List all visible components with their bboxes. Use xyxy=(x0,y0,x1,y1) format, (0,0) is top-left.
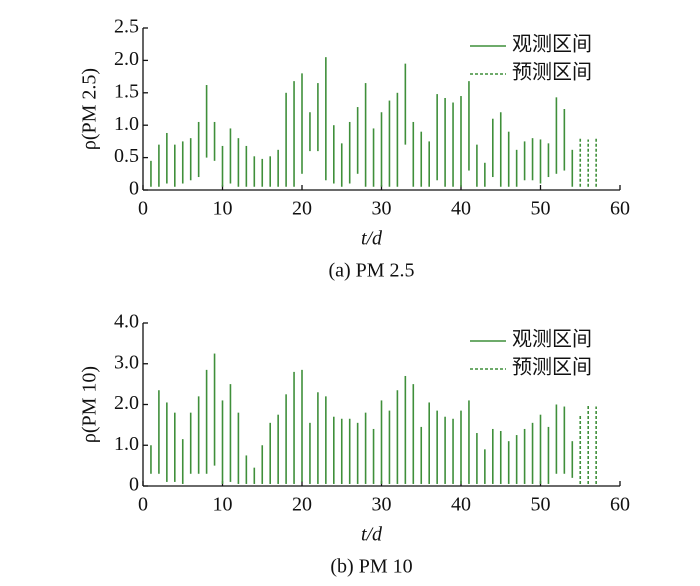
x-tick-label: 50 xyxy=(531,494,551,516)
x-axis-label: t/d xyxy=(361,228,383,250)
caption: (a) PM 2.5 xyxy=(328,260,414,282)
y-tick-label: 0 xyxy=(129,178,139,200)
y-tick-label: 0.5 xyxy=(114,145,139,167)
y-tick-label: 4.0 xyxy=(114,311,139,333)
y-tick-label: 1.5 xyxy=(114,80,139,102)
x-tick-label: 60 xyxy=(610,198,630,220)
y-tick-label: 3.0 xyxy=(114,351,139,373)
x-tick-label: 20 xyxy=(292,494,312,516)
x-tick-label: 50 xyxy=(531,198,551,220)
y-axis-label: ρ(PM 10) xyxy=(79,366,101,443)
caption: (b) PM 10 xyxy=(330,556,412,578)
y-tick-label: 2.0 xyxy=(114,392,139,414)
x-tick-label: 30 xyxy=(372,494,392,516)
y-tick-label: 1.0 xyxy=(114,433,139,455)
y-tick-label: 2.0 xyxy=(114,48,139,70)
x-tick-label: 0 xyxy=(138,198,148,220)
y-axis-label: ρ(PM 2.5) xyxy=(79,68,101,150)
y-tick-label: 0 xyxy=(129,474,139,496)
x-tick-label: 10 xyxy=(213,198,233,220)
x-tick-label: 30 xyxy=(372,198,392,220)
x-tick-label: 40 xyxy=(451,494,471,516)
y-tick-label: 1.0 xyxy=(114,113,139,135)
legend-label: 预测区间 xyxy=(512,61,592,84)
x-tick-label: 0 xyxy=(138,494,148,516)
x-tick-label: 10 xyxy=(213,494,233,516)
x-tick-label: 40 xyxy=(451,198,471,220)
x-tick-label: 60 xyxy=(610,494,630,516)
legend-label: 观测区间 xyxy=(512,33,592,56)
y-tick-label: 2.5 xyxy=(114,16,139,38)
x-tick-label: 20 xyxy=(292,198,312,220)
x-axis-label: t/d xyxy=(361,524,383,546)
legend-label: 预测区间 xyxy=(512,356,592,379)
legend-label: 观测区间 xyxy=(512,328,592,351)
